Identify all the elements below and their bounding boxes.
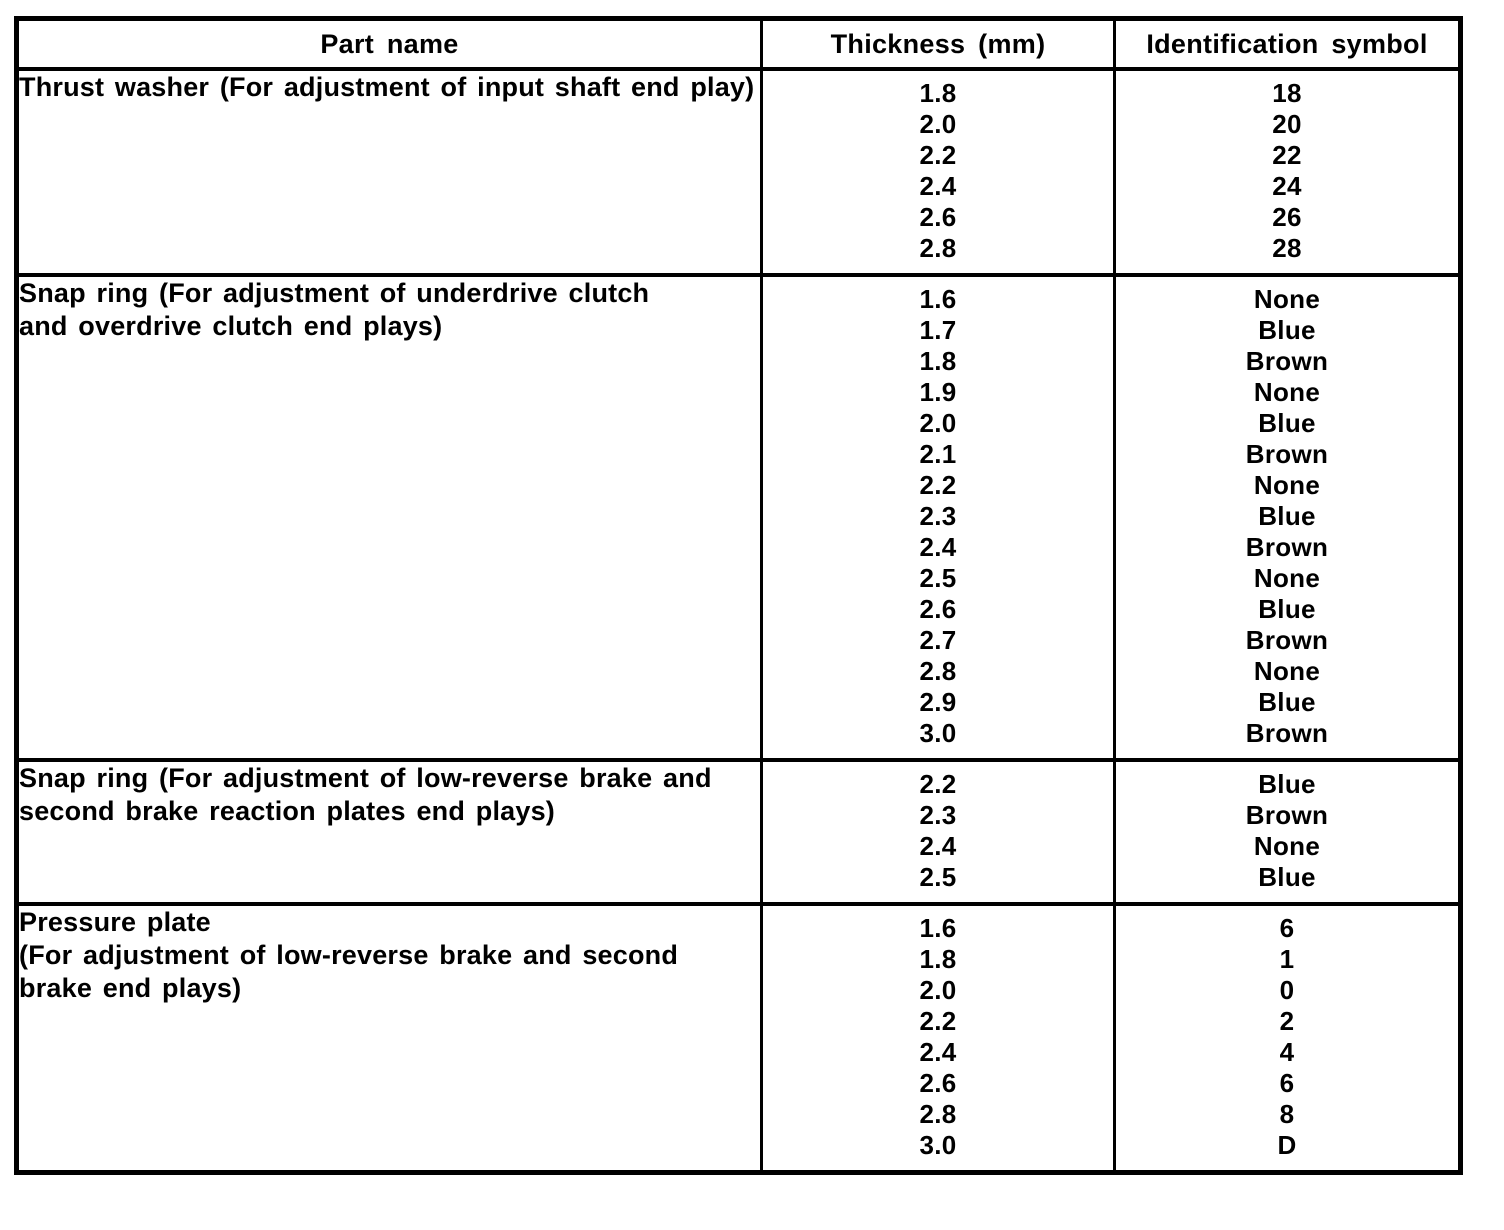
thickness-value: 1.9 [919,377,957,407]
symbol-value: Brown [1245,346,1329,376]
thickness-cell: 2.2 2.3 2.4 2.5 [760,758,1116,906]
symbol-cell: 18 20 22 24 26 28 [1113,67,1462,277]
thickness-value: 2.5 [919,862,957,892]
column-header-thickness: Thickness (mm) [760,17,1116,71]
part-name-cell: Pressure plate (For adjustment of low-re… [15,902,763,1175]
symbol-value: 2 [1279,1006,1295,1036]
thickness-value: 3.0 [919,718,957,748]
column-header-part-name: Part name [15,17,763,71]
header-row: Part name Thickness (mm) Identification … [15,17,1462,71]
part-name-line: Pressure plate [19,907,211,937]
thickness-value: 2.2 [919,769,957,799]
thickness-value: 2.6 [919,202,957,232]
thickness-value: 2.7 [919,625,957,655]
symbol-value: Blue [1258,315,1316,345]
symbol-value: Brown [1245,718,1329,748]
symbol-value: Brown [1245,800,1329,830]
part-name-line: Thrust washer (For adjustment of input s… [19,72,755,102]
thickness-value: 2.0 [919,975,957,1005]
thickness-value: 1.6 [919,913,957,943]
part-name-cell: Snap ring (For adjustment of low-reverse… [15,758,763,906]
thickness-value: 2.8 [919,1099,957,1129]
symbol-value: 8 [1279,1099,1295,1129]
part-name-line: Snap ring (For adjustment of underdrive … [19,278,650,308]
symbol-value: None [1253,656,1321,686]
symbol-value: 1 [1279,944,1295,974]
thickness-cell: 1.8 2.0 2.2 2.4 2.6 2.8 [760,67,1116,277]
thickness-value: 2.2 [919,470,957,500]
part-name-cell: Thrust washer (For adjustment of input s… [15,67,763,277]
part-name-line: Snap ring (For adjustment of low-reverse… [19,763,712,793]
symbol-value: None [1253,831,1321,861]
symbol-value: Brown [1245,532,1329,562]
symbol-value: Brown [1245,439,1329,469]
thickness-value: 2.2 [919,1006,957,1036]
symbol-value: 0 [1279,975,1295,1005]
table-row-snap-ring-underdrive: Snap ring (For adjustment of underdrive … [15,273,1462,762]
thickness-value: 1.8 [919,346,957,376]
table-row-pressure-plate: Pressure plate (For adjustment of low-re… [15,902,1462,1175]
column-header-identification-symbol: Identification symbol [1113,17,1462,71]
symbol-value: 24 [1272,171,1302,201]
symbol-value: 18 [1272,78,1302,108]
thickness-value: 2.0 [919,109,957,139]
symbol-value: 22 [1272,140,1302,170]
thickness-value: 2.9 [919,687,957,717]
thickness-value: 2.3 [919,501,957,531]
symbol-value: None [1253,377,1321,407]
thickness-value: 2.4 [919,532,957,562]
thickness-value: 1.6 [919,284,957,314]
thickness-value: 1.7 [919,315,957,345]
symbol-cell: None Blue Brown None Blue Brown None Blu… [1113,273,1462,762]
thickness-value: 1.8 [919,944,957,974]
symbol-value: D [1277,1130,1297,1160]
symbol-value: None [1253,284,1321,314]
symbol-value: 6 [1279,913,1295,943]
thickness-value: 2.3 [919,800,957,830]
thickness-value: 1.8 [919,78,957,108]
symbol-value: 26 [1272,202,1302,232]
table-row-thrust-washer: Thrust washer (For adjustment of input s… [15,67,1462,277]
part-name-line: and overdrive clutch end plays) [19,311,443,341]
thickness-value: 2.6 [919,594,957,624]
thickness-cell: 1.6 1.7 1.8 1.9 2.0 2.1 2.2 2.3 2.4 2.5 … [760,273,1116,762]
thickness-value: 2.8 [919,656,957,686]
thickness-value: 2.8 [919,233,957,263]
thickness-value: 3.0 [919,1130,957,1160]
part-name-line: (For adjustment of low-reverse brake and… [19,940,679,970]
part-name-cell: Snap ring (For adjustment of underdrive … [15,273,763,762]
symbol-value: Blue [1258,862,1316,892]
thickness-value: 2.5 [919,563,957,593]
symbol-value: Brown [1245,625,1329,655]
parts-thickness-table: Part name Thickness (mm) Identification … [14,16,1463,1175]
thickness-value: 2.6 [919,1068,957,1098]
symbol-value: Blue [1258,408,1316,438]
table-row-snap-ring-low-reverse: Snap ring (For adjustment of low-reverse… [15,758,1462,906]
thickness-value: 2.2 [919,140,957,170]
thickness-value: 2.4 [919,171,957,201]
part-name-line: second brake reaction plates end plays) [19,796,555,826]
part-name-line: brake end plays) [19,973,242,1003]
symbol-value: None [1253,563,1321,593]
thickness-value: 2.4 [919,831,957,861]
symbol-value: Blue [1258,501,1316,531]
symbol-value: 6 [1279,1068,1295,1098]
symbol-value: Blue [1258,687,1316,717]
thickness-value: 2.0 [919,408,957,438]
symbol-value: Blue [1258,769,1316,799]
symbol-cell: 6 1 0 2 4 6 8 D [1113,902,1462,1175]
symbol-value: 28 [1272,233,1302,263]
symbol-cell: Blue Brown None Blue [1113,758,1462,906]
symbol-value: 4 [1279,1037,1295,1067]
thickness-value: 2.4 [919,1037,957,1067]
symbol-value: None [1253,470,1321,500]
thickness-cell: 1.6 1.8 2.0 2.2 2.4 2.6 2.8 3.0 [760,902,1116,1175]
symbol-value: 20 [1272,109,1302,139]
thickness-value: 2.1 [919,439,957,469]
symbol-value: Blue [1258,594,1316,624]
